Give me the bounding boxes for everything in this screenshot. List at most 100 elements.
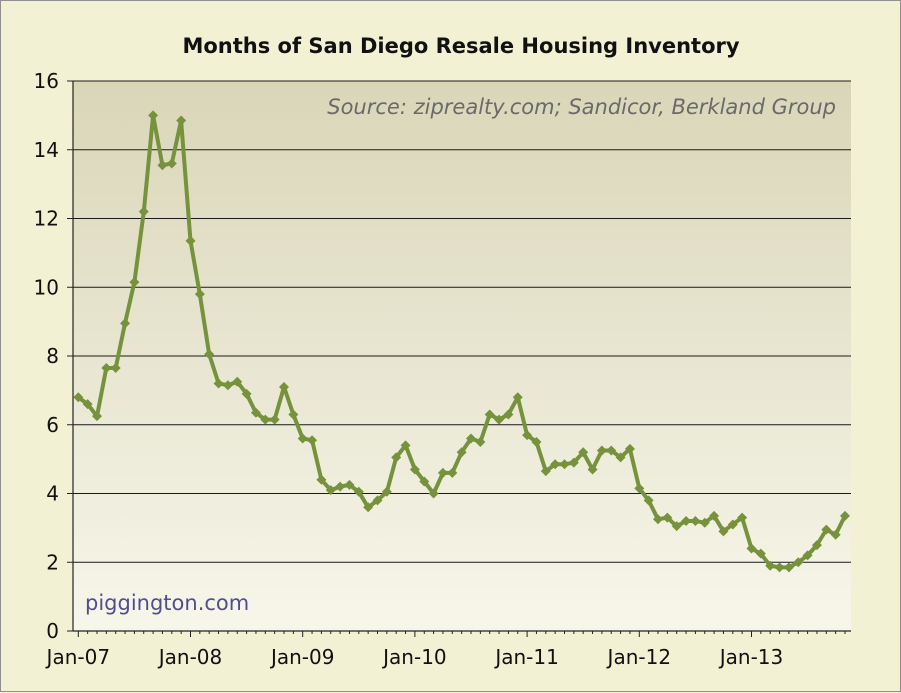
series-group: [73, 110, 850, 573]
data-point: [428, 488, 439, 499]
data-point: [101, 363, 112, 374]
data-point: [222, 380, 233, 391]
data-point: [185, 235, 196, 246]
data-point: [709, 510, 720, 521]
data-point: [531, 436, 542, 447]
data-point: [503, 409, 514, 420]
data-point: [232, 376, 243, 387]
y-tick-label: 2: [46, 550, 59, 574]
data-point: [82, 399, 93, 410]
y-tick-label: 12: [34, 207, 59, 231]
data-point: [325, 485, 336, 496]
y-tick-label: 10: [34, 275, 59, 299]
x-axis-ticks: Jan-07 Jan-08 Jan-09 Jan-10 Jan-11 Jan-12 Jan-…: [45, 631, 846, 669]
x-tick-label: Jan-11: [493, 645, 559, 669]
data-point: [774, 562, 785, 573]
data-point: [690, 516, 701, 526]
data-point: [437, 467, 448, 478]
data-point: [138, 206, 149, 217]
data-point: [381, 486, 392, 497]
data-point: [400, 440, 411, 451]
data-point: [260, 414, 271, 425]
data-point: [484, 409, 495, 420]
data-point: [755, 548, 766, 559]
data-point: [307, 435, 318, 446]
x-tick-label: Jan-08: [157, 645, 223, 669]
data-point: [148, 110, 159, 121]
y-tick-label: 4: [46, 482, 59, 506]
data-point: [699, 517, 710, 528]
source-annotation: Source: ziprealty.com; Sandicor, Berklan…: [327, 95, 836, 119]
data-point: [821, 524, 832, 535]
data-point: [176, 115, 187, 126]
data-point: [92, 411, 102, 422]
x-tick-label: Jan-07: [45, 645, 111, 669]
watermark-credit: piggington.com: [85, 591, 249, 615]
data-point: [624, 443, 635, 454]
data-point: [606, 445, 617, 456]
data-point: [316, 474, 327, 485]
y-axis-ticks: 0 2 4 6 8 10 12 14 16: [34, 69, 73, 643]
data-point: [110, 363, 121, 374]
data-point: [681, 516, 692, 526]
data-point: [737, 512, 748, 523]
data-point: [765, 560, 776, 571]
data-point: [120, 318, 131, 329]
data-point: [830, 529, 841, 540]
y-tick-label: 14: [34, 138, 59, 162]
data-point: [783, 562, 794, 573]
data-point: [540, 466, 551, 477]
data-point: [204, 349, 215, 360]
y-tick-label: 8: [46, 344, 59, 368]
data-point: [568, 457, 579, 468]
data-point: [73, 392, 84, 403]
data-point: [241, 388, 252, 399]
data-point: [653, 514, 663, 525]
data-point: [475, 436, 486, 447]
data-point: [662, 512, 673, 523]
x-tick-label: Jan-12: [606, 645, 672, 669]
data-point: [456, 447, 467, 458]
data-point: [372, 495, 383, 506]
data-point: [718, 526, 729, 537]
data-point: [840, 510, 850, 521]
data-point: [194, 289, 205, 300]
data-point: [634, 483, 645, 494]
data-point: [250, 407, 261, 418]
data-point: [596, 445, 607, 456]
chart-title: Months of San Diego Resale Housing Inven…: [182, 34, 739, 58]
data-point: [727, 519, 738, 530]
data-point: [587, 464, 598, 475]
data-point: [793, 557, 804, 568]
data-point: [419, 476, 430, 487]
data-point: [550, 459, 561, 470]
x-tick-label: Jan-13: [718, 645, 784, 669]
gridlines: [73, 80, 851, 563]
data-point: [335, 481, 346, 492]
data-point: [269, 414, 280, 425]
data-point: [447, 467, 458, 478]
data-point: [466, 433, 476, 444]
data-point: [811, 540, 822, 551]
data-point: [559, 459, 570, 470]
data-point: [279, 381, 289, 392]
data-point: [746, 543, 757, 554]
data-point: [409, 464, 420, 475]
data-point: [288, 409, 299, 420]
data-point: [166, 158, 177, 169]
data-point: [353, 486, 364, 497]
data-point: [391, 452, 402, 463]
data-point: [363, 502, 374, 513]
data-point: [578, 447, 589, 458]
data-point: [213, 378, 224, 389]
y-tick-label: 16: [34, 69, 59, 93]
data-point: [157, 160, 168, 171]
data-point: [615, 452, 626, 463]
data-point: [512, 392, 523, 403]
data-point: [297, 433, 308, 444]
data-point: [129, 277, 140, 288]
data-point: [494, 414, 505, 425]
data-point: [802, 550, 813, 561]
